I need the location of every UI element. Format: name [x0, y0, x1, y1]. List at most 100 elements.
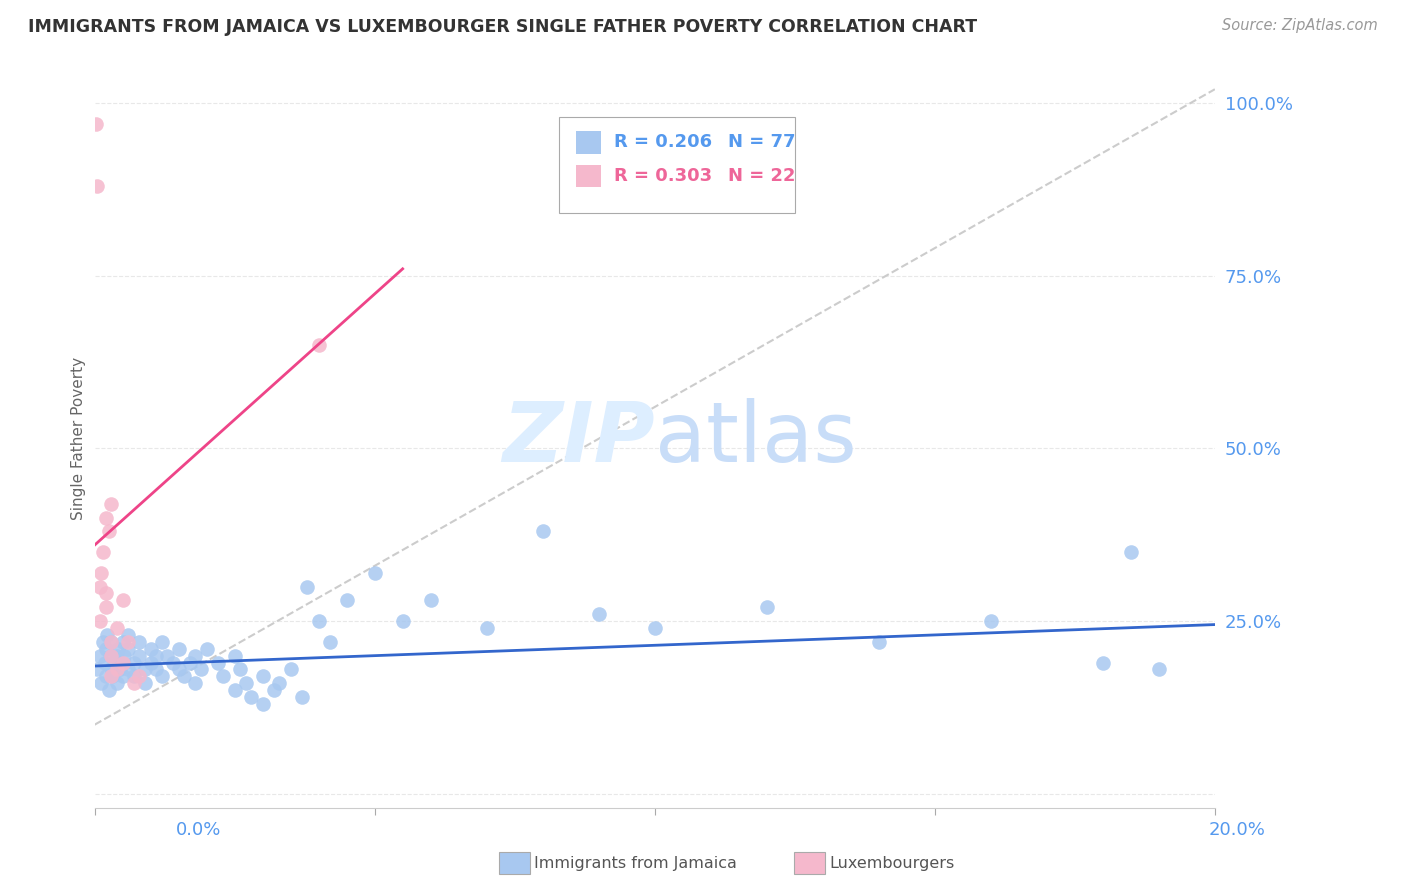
Point	[319, 635, 342, 649]
Point	[111, 656, 134, 670]
Point	[94, 586, 117, 600]
Point	[128, 669, 150, 683]
Text: Immigrants from Jamaica: Immigrants from Jamaica	[534, 856, 737, 871]
Point	[94, 510, 117, 524]
Point	[1091, 656, 1114, 670]
Point	[108, 663, 131, 677]
Point	[184, 676, 207, 690]
Point	[107, 641, 129, 656]
Point	[588, 607, 610, 622]
Point	[475, 621, 498, 635]
Point	[190, 663, 212, 677]
Point	[224, 683, 246, 698]
Text: atlas: atlas	[655, 398, 856, 479]
Point	[240, 690, 263, 704]
Point	[111, 593, 134, 607]
Point	[291, 690, 314, 704]
Point	[252, 697, 274, 711]
Point	[105, 663, 128, 677]
Point	[97, 683, 120, 698]
Point	[100, 663, 122, 677]
Point	[94, 669, 117, 683]
Point	[179, 656, 201, 670]
Point	[122, 676, 145, 690]
Point	[263, 683, 285, 698]
Point	[145, 663, 167, 677]
Point	[100, 635, 122, 649]
Point	[195, 641, 218, 656]
Point	[101, 669, 124, 683]
Point	[755, 600, 778, 615]
Point	[297, 580, 319, 594]
Point	[117, 628, 139, 642]
Y-axis label: Single Father Poverty: Single Father Poverty	[72, 357, 86, 520]
Point	[156, 648, 179, 663]
Point	[96, 628, 118, 642]
Point	[94, 600, 117, 615]
Point	[224, 648, 246, 663]
Point	[86, 178, 108, 193]
Text: R = 0.206: R = 0.206	[614, 134, 713, 152]
Point	[280, 663, 302, 677]
Text: 20.0%: 20.0%	[1209, 821, 1265, 838]
Point	[103, 656, 125, 670]
Point	[336, 593, 359, 607]
Point	[308, 338, 330, 352]
Text: 0.0%: 0.0%	[176, 821, 221, 838]
Text: Source: ZipAtlas.com: Source: ZipAtlas.com	[1222, 18, 1378, 33]
Point	[868, 635, 890, 649]
Point	[269, 676, 291, 690]
Text: N = 77: N = 77	[727, 134, 794, 152]
Point	[308, 614, 330, 628]
Point	[100, 648, 122, 663]
Point	[111, 669, 134, 683]
Point	[212, 669, 235, 683]
Point	[97, 524, 120, 539]
Point	[162, 656, 184, 670]
Point	[150, 635, 173, 649]
Point	[117, 663, 139, 677]
Point	[100, 648, 122, 663]
Text: IMMIGRANTS FROM JAMAICA VS LUXEMBOURGER SINGLE FATHER POVERTY CORRELATION CHART: IMMIGRANTS FROM JAMAICA VS LUXEMBOURGER …	[28, 18, 977, 36]
FancyBboxPatch shape	[576, 165, 600, 186]
Point	[1119, 545, 1142, 559]
Text: R = 0.303: R = 0.303	[614, 167, 713, 185]
Point	[117, 641, 139, 656]
FancyBboxPatch shape	[560, 117, 794, 212]
Point	[173, 669, 195, 683]
Point	[207, 656, 229, 670]
Point	[100, 669, 122, 683]
Point	[89, 614, 111, 628]
Point	[128, 648, 150, 663]
Point	[391, 614, 413, 628]
Point	[134, 663, 156, 677]
Point	[111, 656, 134, 670]
Point	[84, 117, 107, 131]
Point	[112, 648, 135, 663]
Point	[139, 641, 162, 656]
Point	[122, 669, 145, 683]
Point	[363, 566, 385, 580]
Text: ZIP: ZIP	[502, 398, 655, 479]
Text: N = 22: N = 22	[727, 167, 794, 185]
Point	[419, 593, 441, 607]
FancyBboxPatch shape	[576, 131, 600, 153]
Point	[90, 566, 112, 580]
Point	[91, 635, 114, 649]
Point	[150, 669, 173, 683]
Point	[235, 676, 257, 690]
Point	[111, 635, 134, 649]
Point	[134, 676, 156, 690]
Point	[117, 635, 139, 649]
Point	[105, 676, 128, 690]
Point	[105, 621, 128, 635]
Point	[128, 635, 150, 649]
Point	[100, 635, 122, 649]
Point	[100, 497, 122, 511]
Point	[1147, 663, 1170, 677]
Point	[86, 663, 108, 677]
Point	[93, 656, 115, 670]
Point	[167, 663, 190, 677]
Point	[105, 648, 128, 663]
Text: Luxembourgers: Luxembourgers	[830, 856, 955, 871]
